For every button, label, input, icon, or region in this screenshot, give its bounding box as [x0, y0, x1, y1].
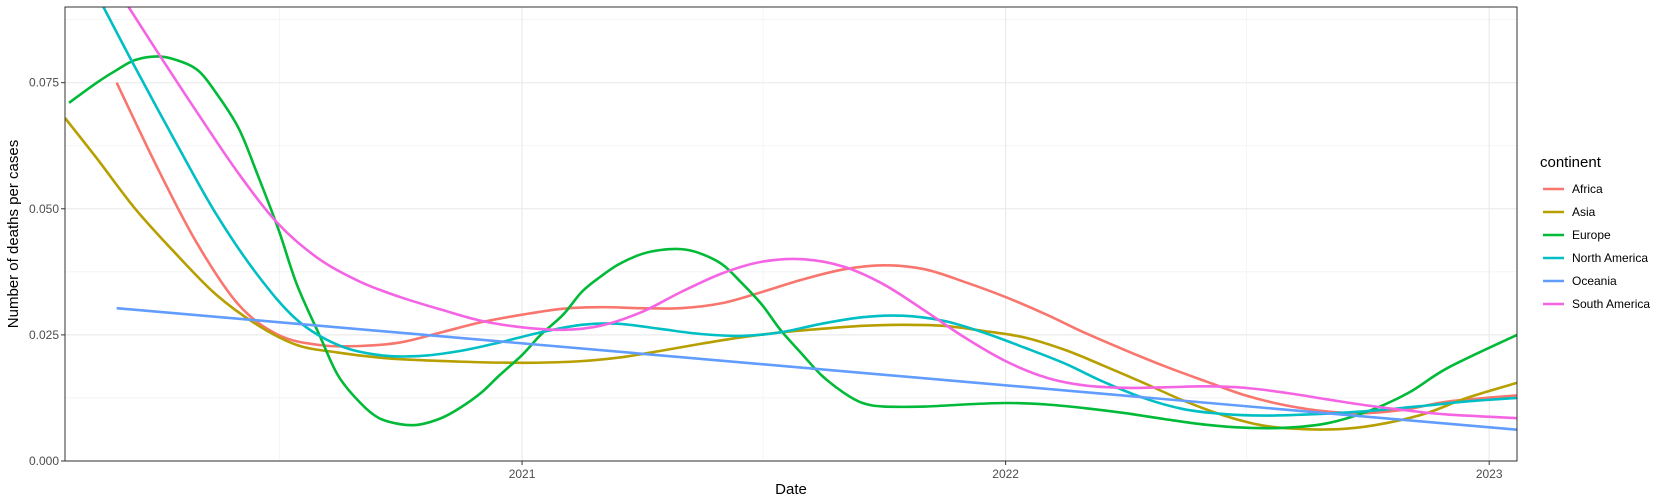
- y-tick-label: 0.050: [29, 202, 59, 216]
- legend-label-asia: Asia: [1572, 205, 1596, 219]
- y-axis-title: Number of deaths per cases: [5, 140, 22, 328]
- y-tick-label: 0.025: [29, 328, 59, 342]
- legend-items: Africa Asia Europe North America Oceania Sout…: [1543, 182, 1650, 311]
- legend-label-north-america: North America: [1572, 251, 1648, 265]
- series-line-north-america: [102, 7, 1517, 417]
- y-axis-ticks: 0.000 0.025 0.050 0.075: [29, 76, 65, 468]
- legend-item-europe: Europe: [1543, 228, 1611, 242]
- x-tick-label: 2022: [992, 467, 1019, 481]
- plot-border: [64, 6, 1518, 462]
- x-axis-title: Date: [775, 481, 807, 498]
- legend-title: continent: [1540, 154, 1602, 171]
- legend-item-south-america: South America: [1543, 297, 1650, 311]
- legend-item-oceania: Oceania: [1543, 274, 1617, 288]
- x-axis-ticks: 2021 2022 2023: [509, 461, 1503, 481]
- plot-panel: [65, 7, 1517, 461]
- series-lines: [65, 7, 1517, 432]
- legend-label-africa: Africa: [1572, 182, 1603, 196]
- legend-item-africa: Africa: [1543, 182, 1603, 196]
- legend-item-asia: Asia: [1543, 205, 1596, 219]
- x-tick-label: 2021: [509, 467, 536, 481]
- series-line-africa: [115, 82, 1517, 415]
- series-line-oceania: [116, 306, 1517, 432]
- x-tick-label: 2023: [1476, 467, 1503, 481]
- legend-label-europe: Europe: [1572, 228, 1611, 242]
- y-tick-label: 0.075: [29, 76, 59, 90]
- legend-label-south-america: South America: [1572, 297, 1650, 311]
- legend: continent Africa Asia Europe North America O…: [1540, 154, 1650, 311]
- legend-label-oceania: Oceania: [1572, 274, 1617, 288]
- series-line-europe: [68, 55, 1517, 430]
- y-tick-label: 0.000: [29, 454, 59, 468]
- legend-item-north-america: North America: [1543, 251, 1648, 265]
- series-line-south-america: [127, 7, 1517, 420]
